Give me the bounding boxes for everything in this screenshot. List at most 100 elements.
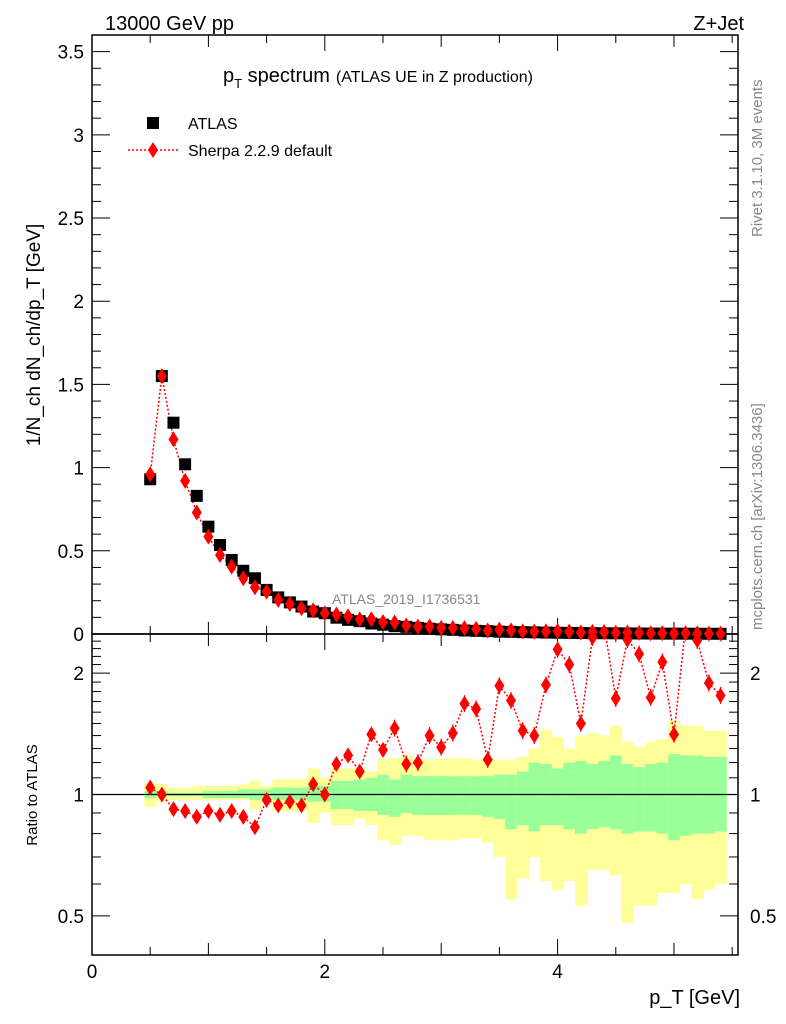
sherpa-point [343,608,354,625]
sherpa-ratio-point [715,687,726,704]
plot-title: pT spectrum (ATLAS UE in Z production) [223,65,533,91]
sherpa-point [238,570,249,587]
ratio-y-tick-label-right: 0.5 [750,907,776,928]
sherpa-point [261,583,272,600]
atlas-point [214,538,227,551]
sherpa-ratio-point [284,793,295,810]
sherpa-point [436,619,447,636]
sherpa-ratio-point [366,726,377,743]
ratio-y-tick-label: 0.5 [58,907,84,928]
sherpa-point [389,614,400,631]
ratio-y-tick-label: 2 [73,664,84,685]
legend-sherpa-marker [148,142,158,158]
stat-uncertainty-band [388,779,401,817]
sherpa-ratio-point [494,677,505,694]
sherpa-ratio-point [447,725,458,742]
sherpa-point [180,472,191,489]
x-tick-label: 4 [552,962,563,983]
sherpa-ratio-point [238,808,249,825]
ratio-y-tick-label: 1 [73,786,84,807]
sherpa-ratio-point [517,722,528,739]
title-sub: T [234,76,242,91]
sherpa-ratio-point [389,720,400,737]
x-tick-label: 0 [87,962,98,983]
sherpa-point [715,625,726,642]
sherpa-ratio-point [564,656,575,673]
sherpa-ratio-point [471,700,482,717]
uncertainty-bands [144,721,727,924]
sherpa-point [203,528,214,545]
sherpa-ratio-point [506,692,517,709]
sherpa-point [377,614,388,631]
stat-uncertainty-band [656,762,669,834]
sherpa-ratio-point [191,808,202,825]
sherpa-ratio-point [331,756,342,773]
sherpa-ratio-point [377,741,388,758]
sherpa-point [331,606,342,623]
stat-uncertainty-band [703,756,716,834]
sherpa-ratio-point [459,695,470,712]
sherpa-ratio-point [436,739,447,756]
atlas-point [190,489,203,502]
stat-uncertainty-band [586,764,599,830]
stat-uncertainty-band [295,787,308,800]
sherpa-point [703,625,714,642]
sherpa-point [168,431,179,448]
sherpa-point [145,466,156,483]
stat-uncertainty-band [563,762,576,830]
sherpa-point [354,611,365,628]
stat-uncertainty-band [516,771,529,826]
stat-uncertainty-band [633,766,646,832]
sherpa-ratio-point [215,806,226,823]
ratio-series [145,634,726,836]
sherpa-point [599,624,610,641]
stat-uncertainty-band [307,785,320,802]
sherpa-ratio-point [156,786,167,803]
stat-uncertainty-band [679,755,692,836]
sherpa-ratio-point [703,674,714,691]
sherpa-ratio-point [552,641,563,658]
stat-uncertainty-band [435,776,448,815]
y-tick-label: 2 [73,292,84,313]
sherpa-point [645,625,656,642]
sherpa-point [249,579,260,596]
sherpa-point [412,618,423,635]
atlas-point [167,416,180,429]
side-text-rivet: Rivet 3.1.10, 3M events [749,79,766,237]
ratio-y-tick-label-right: 1 [750,786,761,807]
title-note: (ATLAS UE in Z production) [336,69,533,86]
legend-atlas-label: ATLAS [188,116,238,133]
sherpa-ratio-point [319,786,330,803]
sherpa-point [191,504,202,521]
y-tick-label: 1.5 [58,375,84,396]
sherpa-point [668,625,679,642]
stat-uncertainty-band [353,779,367,812]
stat-uncertainty-band [621,764,634,834]
sherpa-ratio-point [529,727,540,744]
sherpa-point [284,596,295,613]
sherpa-ratio-point [203,803,214,820]
sherpa-point [401,617,412,634]
sherpa-point [319,605,330,622]
sherpa-point [156,368,167,385]
sherpa-point [424,618,435,635]
stat-uncertainty-band [412,776,425,815]
sherpa-ratio-point [692,634,703,649]
y-tick-label: 3 [73,126,84,147]
sherpa-ratio-point [168,801,179,818]
sherpa-ratio-point [308,776,319,793]
sherpa-point [564,623,575,640]
sherpa-ratio-point [645,689,656,706]
stat-uncertainty-band [470,776,483,815]
sherpa-ratio-point [634,646,645,663]
sherpa-ratio-point [657,654,668,671]
sherpa-ratio-point [145,779,156,796]
x-tick-label: 2 [320,962,331,983]
sherpa-point [610,624,621,641]
title-rest: spectrum [242,65,330,87]
sherpa-ratio-point [343,747,354,764]
x-axis-label: p_T [GeV] [649,987,740,1009]
sherpa-point [471,620,482,637]
header-left: 13000 GeV pp [105,13,234,35]
main-axes: 0 2 4 0 0.5 1 1.5 2 2.5 3 3.5 0.5 0.5 1 1 2 2 [58,34,776,983]
